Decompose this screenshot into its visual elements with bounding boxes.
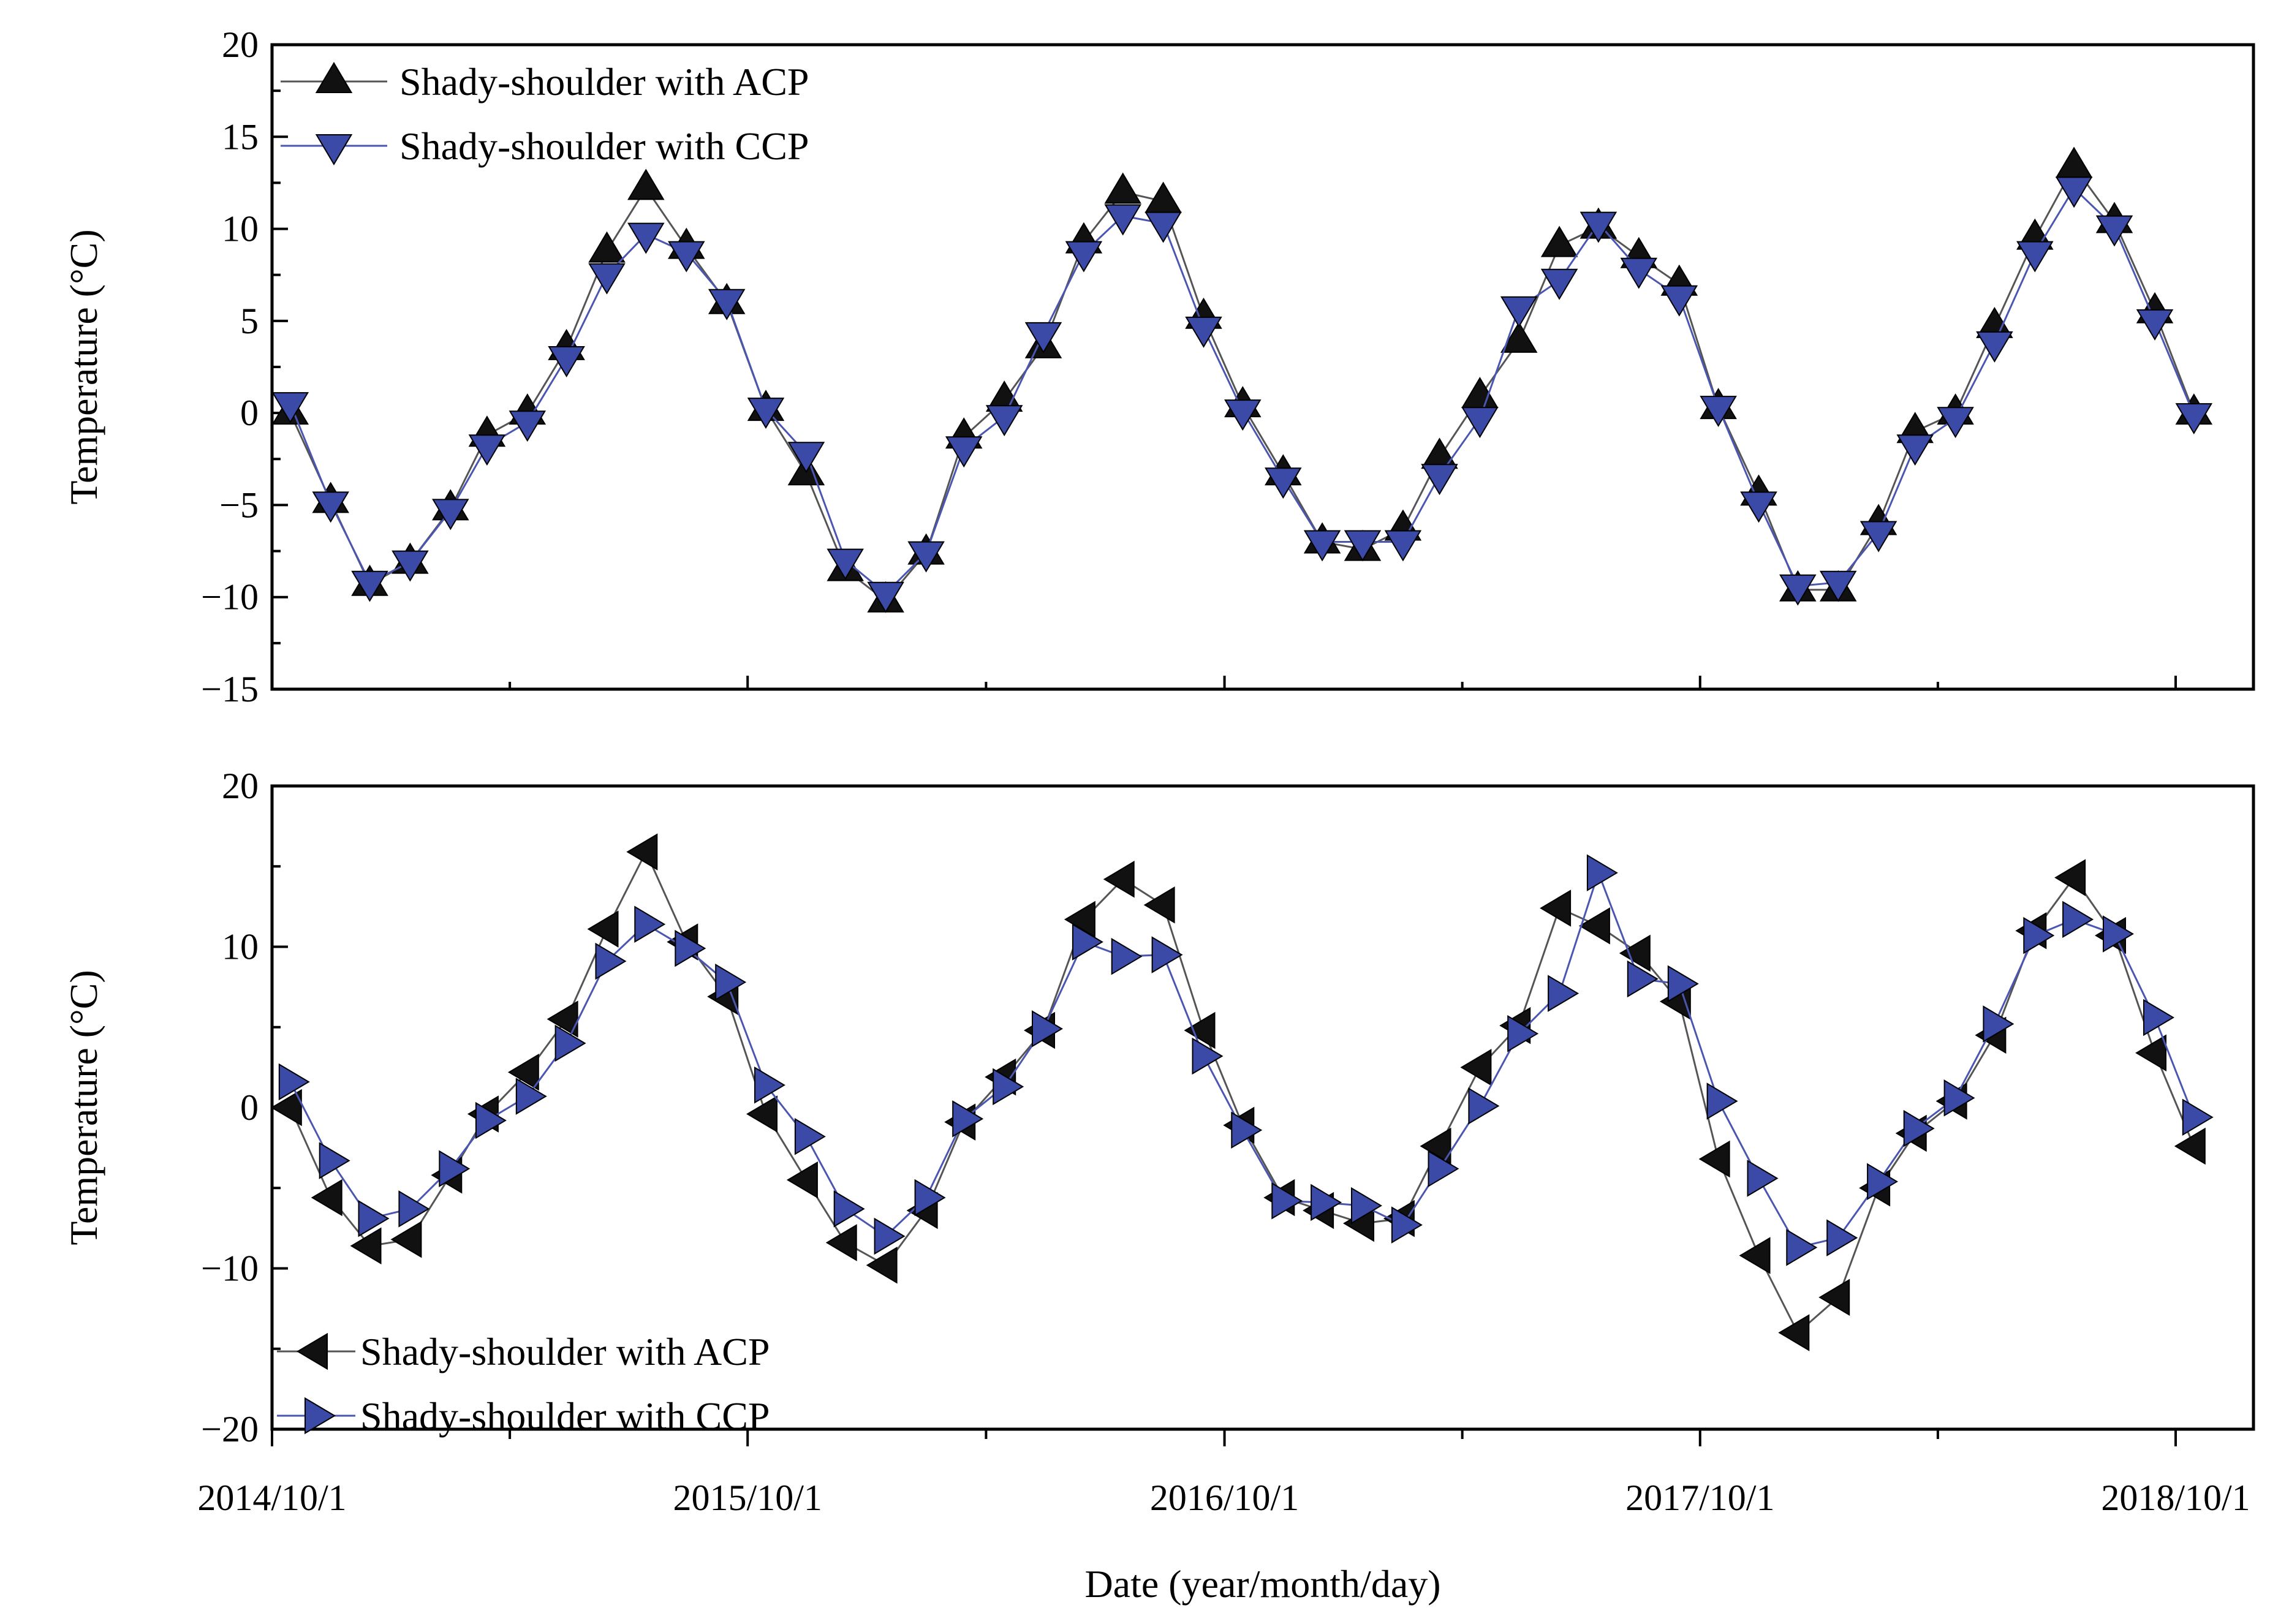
y-tick-label: −20	[201, 1409, 259, 1449]
y-tick-label: −10	[201, 1248, 259, 1289]
y-tick-label: 0	[240, 1087, 259, 1128]
y-tick-label: 5	[240, 301, 259, 341]
y-tick-label: 10	[222, 927, 259, 967]
legend-label: Shady-shoulder with ACP	[360, 1330, 770, 1373]
y-tick-label: 15	[222, 116, 259, 157]
x-tick-label: 2014/10/1	[197, 1478, 346, 1518]
top-y-axis-title: Temperature (°C)	[62, 229, 105, 504]
chart-figure: −15 −10 −5 0 5 10 15 20 Temperature (°C) Shady-…	[0, 0, 2289, 1624]
y-tick-label: −5	[219, 485, 259, 525]
x-tick-label: 2017/10/1	[1625, 1478, 1774, 1518]
legend-label: Shady-shoulder with ACP	[399, 60, 809, 104]
x-tick-label: 2018/10/1	[2101, 1478, 2250, 1518]
x-tick-label: 2016/10/1	[1150, 1478, 1299, 1518]
legend-label: Shady-shoulder with CCP	[399, 124, 809, 168]
y-tick-label: 0	[240, 393, 259, 433]
y-tick-label: 20	[222, 766, 259, 806]
y-tick-label: −15	[201, 669, 259, 709]
y-tick-label: 10	[222, 209, 259, 249]
legend-label: Shady-shoulder with CCP	[360, 1394, 770, 1438]
x-tick-label: 2015/10/1	[673, 1478, 822, 1518]
bottom-y-axis-title: Temperature (°C)	[62, 970, 105, 1245]
x-axis-title: Date (year/month/day)	[1084, 1562, 1440, 1606]
y-tick-label: −10	[201, 577, 259, 617]
y-tick-label: 20	[222, 25, 259, 65]
